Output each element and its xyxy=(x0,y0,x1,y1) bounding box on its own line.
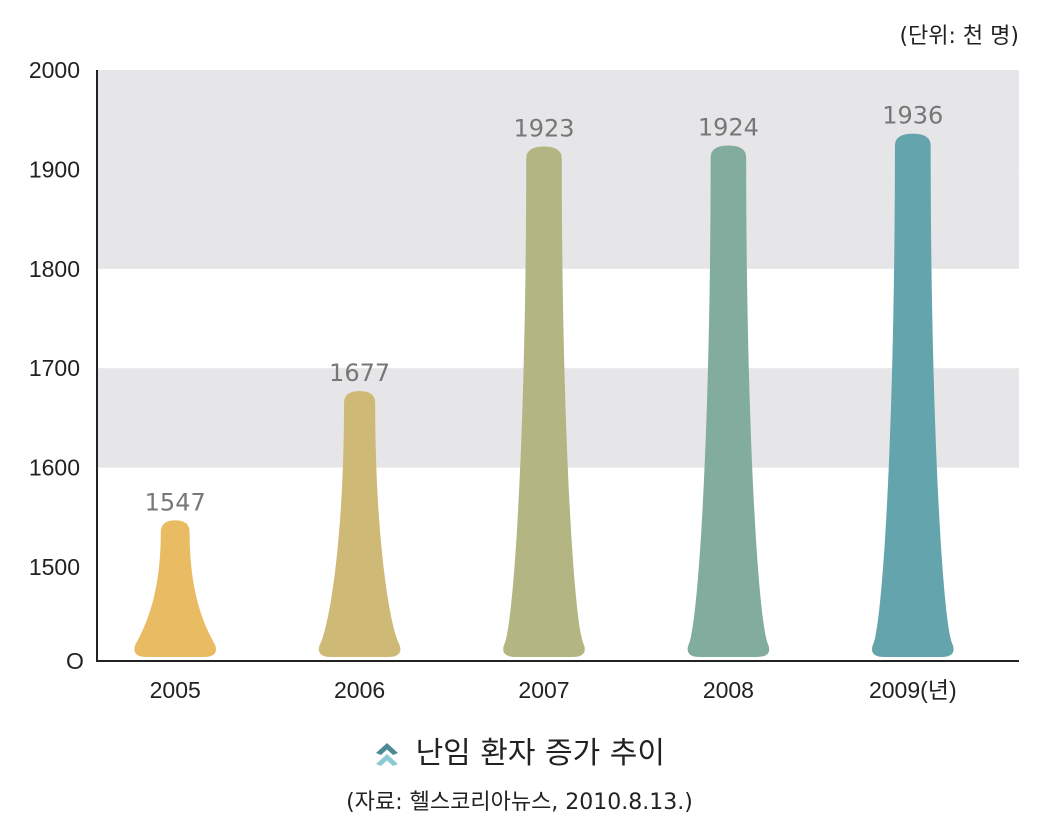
source-note: (자료: 헬스코리아뉴스, 2010.8.13.) xyxy=(346,790,693,815)
value-label: 1677 xyxy=(329,359,390,387)
x-tick-label: 2005 xyxy=(150,677,201,703)
value-labels: 1547 1677 1923 1924 1936 xyxy=(145,102,944,517)
double-chevron-up-icon xyxy=(374,741,400,769)
chart-title: 난임 환자 증가 추이 xyxy=(415,736,665,771)
x-tick-label: 2006 xyxy=(334,677,385,703)
x-tick-label: 2009(년) xyxy=(869,677,957,703)
chart-caption: 난임 환자 증가 추이 xyxy=(0,728,1039,772)
value-label: 1547 xyxy=(145,488,206,516)
unit-label: (단위: 천 명) xyxy=(899,24,1019,49)
y-tick-label: 1500 xyxy=(29,554,80,580)
value-label: 1924 xyxy=(698,114,759,142)
y-tick-label: 1900 xyxy=(29,156,80,182)
y-tick-label: 1700 xyxy=(29,355,80,381)
x-tick-label: 2007 xyxy=(518,677,569,703)
y-tick-label: 1800 xyxy=(29,256,80,282)
x-tick-label: 2008 xyxy=(703,677,754,703)
bar-2007 xyxy=(503,146,585,657)
y-tick-label: 2000 xyxy=(29,57,80,83)
y-tick-label: 1600 xyxy=(29,455,80,481)
x-tick-labels: 2005 2006 2007 2008 2009(년) xyxy=(150,677,957,703)
bar-2006 xyxy=(318,391,401,657)
y-tick-labels: 1500 1600 1700 1800 1900 2000 O xyxy=(29,57,84,674)
y-origin-label: O xyxy=(66,648,84,674)
value-label: 1936 xyxy=(882,102,943,130)
value-label: 1923 xyxy=(513,115,574,143)
bar-chart: 1547 1677 1923 1924 1936 1500 1600 1700 1800 190… xyxy=(29,57,1019,703)
bar-2009 xyxy=(872,133,954,658)
bars xyxy=(134,133,954,658)
bar-2005 xyxy=(134,520,216,657)
bar-2008 xyxy=(687,145,770,657)
